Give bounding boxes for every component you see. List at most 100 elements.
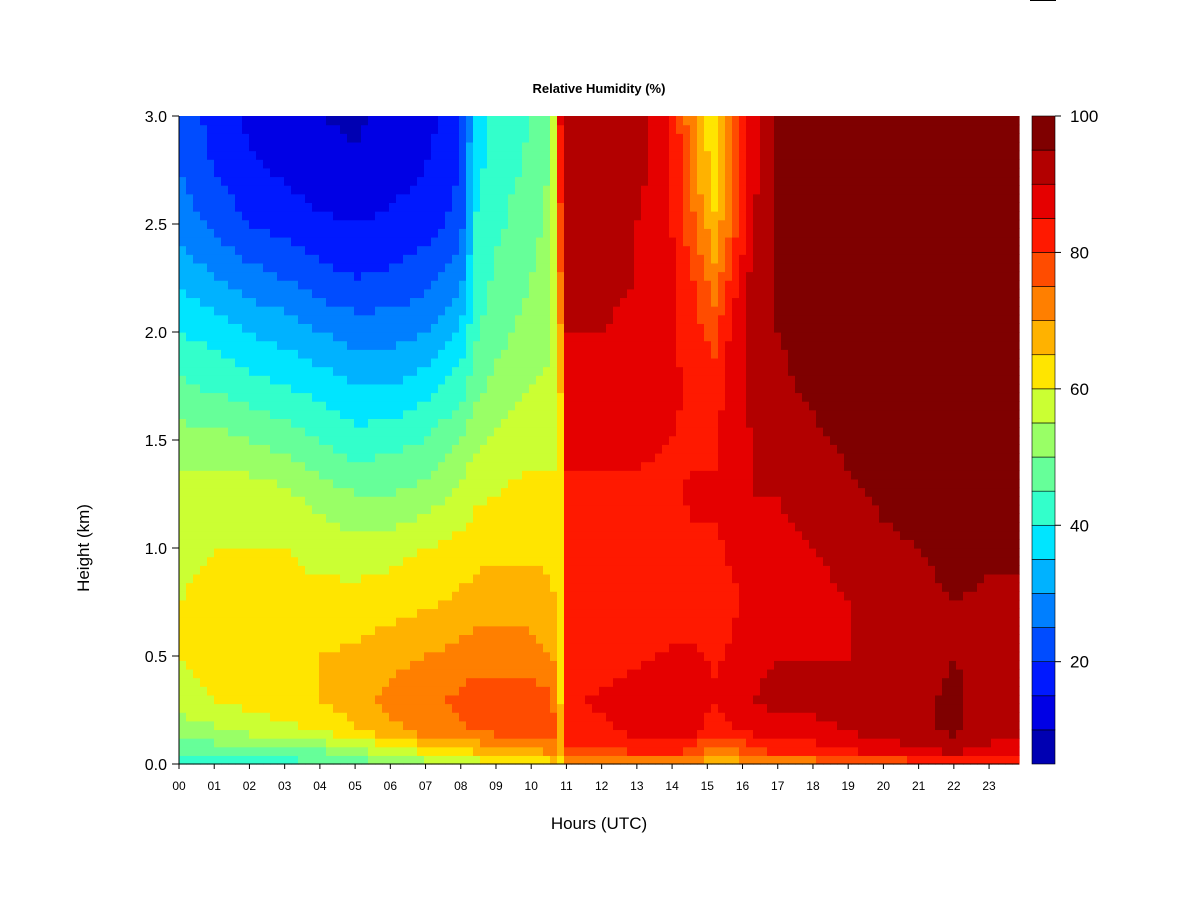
heatmap-cell [214, 504, 222, 515]
heatmap-cell [214, 729, 222, 739]
heatmap-cell [305, 677, 313, 687]
heatmap-cell [473, 124, 481, 134]
heatmap-cell [529, 625, 537, 635]
heatmap-cell [571, 254, 579, 264]
heatmap-cell [368, 522, 376, 532]
heatmap-cell [361, 504, 369, 515]
heatmap-cell [571, 219, 579, 229]
heatmap-cell [543, 211, 551, 221]
heatmap-cell [515, 470, 523, 480]
heatmap-cell [515, 323, 523, 333]
heatmap-cell [445, 427, 453, 437]
heatmap-cell [291, 271, 299, 281]
heatmap-cell [424, 271, 432, 281]
heatmap-cell [221, 366, 229, 376]
heatmap-cell [424, 357, 432, 368]
heatmap-cell [543, 651, 551, 661]
heatmap-cell [494, 487, 502, 497]
heatmap-cell [438, 323, 446, 333]
heatmap-cell [487, 236, 495, 247]
heatmap-cell [333, 159, 341, 169]
heatmap-cell [200, 236, 208, 247]
heatmap-cell [319, 159, 327, 169]
heatmap-cell [242, 366, 250, 376]
heatmap-cell [200, 582, 208, 592]
heatmap-cell [585, 236, 593, 247]
heatmap-cell [564, 573, 572, 584]
heatmap-cell [466, 245, 474, 255]
heatmap-cell [480, 686, 488, 696]
heatmap-cell [599, 548, 607, 558]
heatmap-cell [207, 599, 215, 610]
heatmap-cell [249, 487, 257, 497]
heatmap-cell [207, 530, 215, 540]
heatmap-cell [592, 254, 600, 264]
heatmap-cell [466, 746, 474, 756]
heatmap-cell [340, 383, 348, 394]
heatmap-cell [291, 591, 299, 601]
heatmap-cell [389, 582, 397, 592]
heatmap-cell [200, 375, 208, 385]
heatmap-cell [424, 375, 432, 385]
heatmap-cell [431, 288, 439, 299]
heatmap-cell [319, 262, 327, 273]
heatmap-cell [550, 461, 558, 471]
heatmap-cell [298, 185, 306, 195]
heatmap-cell [599, 573, 607, 584]
heatmap-cell [613, 599, 621, 610]
heatmap-cell [214, 150, 222, 160]
heatmap-cell [410, 487, 418, 497]
heatmap-cell [536, 660, 544, 670]
heatmap-cell [256, 332, 264, 342]
heatmap-cell [585, 530, 593, 540]
heatmap-cell [256, 746, 264, 756]
heatmap-cell [249, 280, 257, 290]
heatmap-cell [578, 625, 586, 635]
heatmap-cell [508, 236, 516, 247]
heatmap-cell [515, 254, 523, 264]
heatmap-cell [438, 651, 446, 661]
heatmap-cell [284, 452, 292, 463]
heatmap-cell [214, 720, 222, 731]
heatmap-cell [606, 159, 614, 169]
heatmap-cell [207, 159, 215, 169]
heatmap-cell [522, 452, 530, 463]
heatmap-cell [627, 383, 635, 394]
heatmap-cell [599, 409, 607, 419]
heatmap-cell [284, 617, 292, 627]
heatmap-cell [557, 522, 565, 532]
heatmap-cell [557, 738, 565, 748]
heatmap-cell [606, 306, 614, 316]
heatmap-cell [284, 349, 292, 359]
heatmap-cell [207, 383, 215, 394]
heatmap-cell [536, 565, 544, 575]
heatmap-cell [410, 245, 418, 255]
heatmap-cell [431, 608, 439, 618]
heatmap-cell [333, 677, 341, 687]
heatmap-cell [536, 306, 544, 316]
heatmap-cell [494, 254, 502, 264]
heatmap-cell [543, 530, 551, 540]
heatmap-cell [319, 677, 327, 687]
heatmap-cell [620, 357, 628, 368]
heatmap-cell [501, 176, 509, 186]
heatmap-cell [557, 444, 565, 454]
heatmap-cell [508, 470, 516, 480]
heatmap-cell [193, 323, 201, 333]
heatmap-cell [200, 617, 208, 627]
heatmap-cell [417, 608, 425, 618]
heatmap-cell [368, 677, 376, 687]
heatmap-cell [641, 573, 649, 584]
heatmap-cell [564, 357, 572, 368]
heatmap-cell [312, 548, 320, 558]
heatmap-cell [214, 116, 222, 126]
heatmap-cell [200, 608, 208, 618]
heatmap-cell [452, 729, 460, 739]
heatmap-cell [522, 720, 530, 731]
heatmap-cell [305, 202, 313, 212]
heatmap-cell [193, 435, 201, 445]
heatmap-cell [319, 297, 327, 307]
heatmap-cell [403, 504, 411, 515]
heatmap-cell [508, 522, 516, 532]
heatmap-cell [550, 323, 558, 333]
